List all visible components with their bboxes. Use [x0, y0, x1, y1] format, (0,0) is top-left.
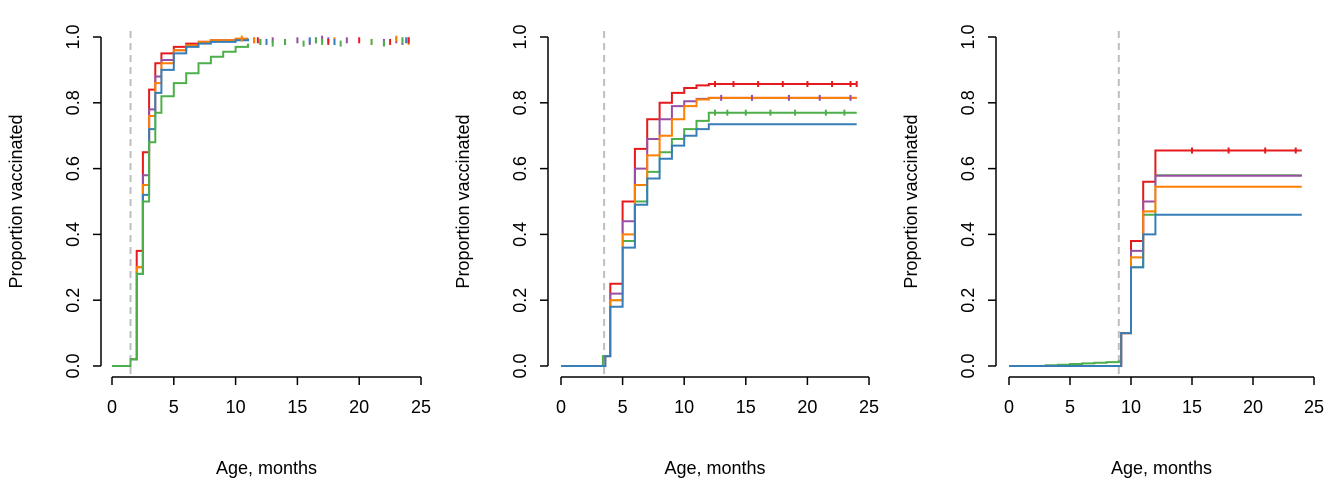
chart-panel-1: 0 5 10 15 20 25 0.0 0.2 0.4 0.6 0.8 1.0 Age, month…	[6, 24, 431, 478]
x-tick-label: 20	[797, 397, 817, 417]
y-tick-label: 0.2	[510, 288, 530, 313]
series-line-3	[561, 96, 857, 367]
x-axis-label: Age, months	[1111, 458, 1212, 478]
chart-panel-3: 0 5 10 15 20 25 0.0 0.2 0.4 0.6 0.8 1.0 Age, month…	[901, 24, 1324, 478]
x-tick-label: 25	[1304, 397, 1324, 417]
y-tick-label: 0.6	[63, 156, 83, 181]
x-tick-label: 20	[349, 397, 369, 417]
series-line-1	[112, 38, 249, 367]
y-tick-group: 0.0 0.2 0.4 0.6 0.8 1.0	[63, 24, 101, 379]
x-tick-label: 15	[736, 397, 756, 417]
x-axis-label: Age, months	[664, 458, 765, 478]
y-tick-label: 0.2	[958, 288, 978, 313]
y-tick-label: 0.2	[63, 288, 83, 313]
y-tick-group: 0.0 0.2 0.4 0.6 0.8 1.0	[958, 24, 996, 379]
x-tick-label: 5	[1065, 397, 1075, 417]
x-tick-label: 0	[556, 397, 566, 417]
series-layer	[1009, 149, 1302, 367]
x-tick-label: 15	[1182, 397, 1202, 417]
y-tick-label: 0.4	[510, 222, 530, 247]
y-tick-label: 1.0	[63, 24, 83, 49]
series-line-5	[112, 43, 249, 367]
y-tick-label: 0.4	[958, 222, 978, 247]
series-line-4	[561, 96, 857, 367]
x-tick-label: 10	[1121, 397, 1141, 417]
y-tick-label: 0.6	[510, 156, 530, 181]
series-line-5	[1009, 213, 1302, 367]
x-tick-label: 25	[859, 397, 879, 417]
y-tick-label: 0.8	[958, 90, 978, 115]
x-tick-label: 20	[1243, 397, 1263, 417]
x-tick-group: 0 5 10 15 20 25	[556, 377, 879, 417]
series-line-4	[112, 38, 249, 367]
y-axis-label: Proportion vaccinated	[6, 114, 26, 288]
y-tick-label: 0.0	[958, 353, 978, 378]
y-tick-label: 0.8	[510, 90, 530, 115]
series-line-1	[561, 111, 857, 367]
x-tick-label: 5	[618, 397, 628, 417]
x-tick-label: 15	[287, 397, 307, 417]
series-line-5	[561, 123, 857, 367]
series-layer	[561, 83, 857, 367]
chart-panel-2: 0 5 10 15 20 25 0.0 0.2 0.4 0.6 0.8 1.0 Age, month…	[453, 24, 879, 478]
x-tick-label: 0	[107, 397, 117, 417]
y-tick-label: 0.0	[510, 353, 530, 378]
y-tick-label: 1.0	[958, 24, 978, 49]
x-axis-label: Age, months	[216, 458, 317, 478]
x-tick-label: 10	[674, 397, 694, 417]
y-tick-label: 0.0	[63, 353, 83, 378]
censor-marker-layer	[1191, 147, 1297, 154]
y-tick-label: 0.6	[958, 156, 978, 181]
x-tick-group: 0 5 10 15 20 25	[107, 377, 431, 417]
x-tick-label: 5	[169, 397, 179, 417]
series-line-2	[112, 38, 249, 367]
y-tick-group: 0.0 0.2 0.4 0.6 0.8 1.0	[510, 24, 548, 379]
y-axis-label: Proportion vaccinated	[901, 114, 921, 288]
x-tick-label: 10	[226, 397, 246, 417]
series-line-3	[112, 37, 248, 367]
y-axis-label: Proportion vaccinated	[453, 114, 473, 288]
censor-marker-layer	[240, 35, 410, 47]
x-tick-label: 25	[411, 397, 431, 417]
x-tick-label: 0	[1004, 397, 1014, 417]
y-tick-label: 1.0	[510, 24, 530, 49]
series-layer	[112, 37, 249, 367]
y-tick-label: 0.8	[63, 90, 83, 115]
x-tick-group: 0 5 10 15 20 25	[1004, 377, 1324, 417]
censor-marker-layer	[714, 81, 858, 116]
y-tick-label: 0.4	[63, 222, 83, 247]
